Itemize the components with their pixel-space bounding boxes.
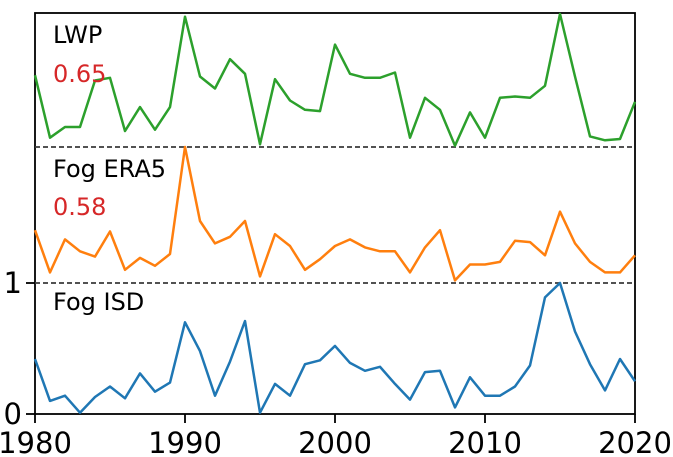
panel-label-lwp: LWP <box>53 21 102 49</box>
x-tick-label: 2020 <box>598 426 672 457</box>
fog-isd-line <box>33 281 637 414</box>
y-tick-label: 0 <box>4 397 22 431</box>
correlation-value-lwp: 0.65 <box>53 60 106 88</box>
panel-labels: LWP 0.65 Fog ERA5 0.58 Fog ISD <box>53 21 166 316</box>
panel-label-fog-isd: Fog ISD <box>53 288 144 316</box>
panel-separators <box>35 146 635 284</box>
y-axis-ticks: 01 <box>4 266 35 431</box>
panel-label-fog-era5: Fog ERA5 <box>53 155 166 183</box>
y-tick-label: 1 <box>4 266 22 300</box>
x-tick-label: 2010 <box>448 426 522 457</box>
correlation-value-fog-era5: 0.58 <box>53 193 106 221</box>
x-tick-label: 1980 <box>0 426 72 457</box>
x-tick-label: 1990 <box>148 426 222 457</box>
series-lines <box>33 12 637 414</box>
fog-era5-line <box>33 145 636 282</box>
lwp-line <box>33 12 637 147</box>
plot-frame <box>34 12 636 415</box>
x-tick-label: 2000 <box>298 426 372 457</box>
x-axis-ticks: 1980 1990 2000 2010 2020 <box>0 414 672 457</box>
